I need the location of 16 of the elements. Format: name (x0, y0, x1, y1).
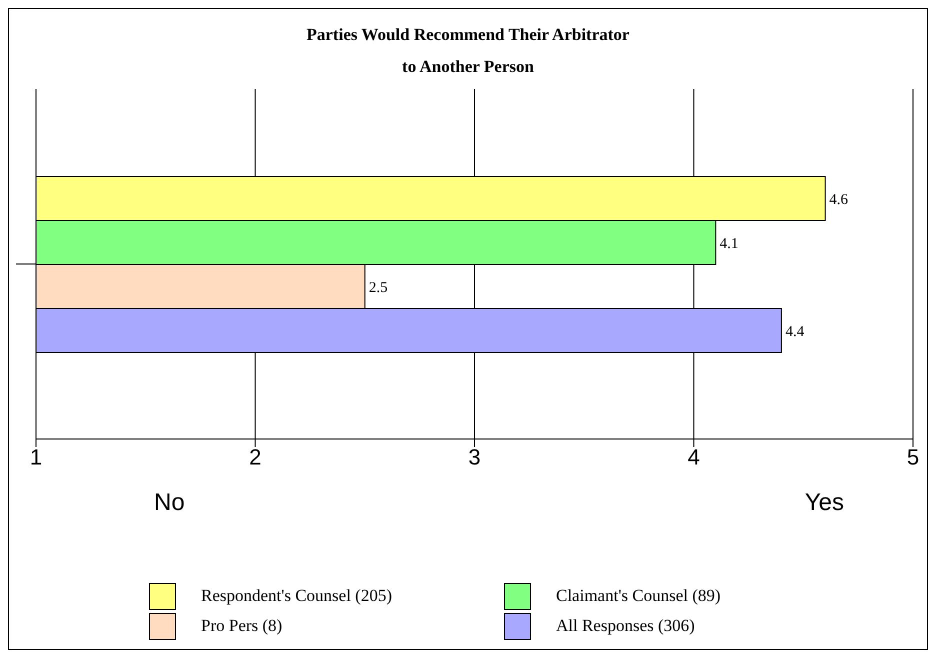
data-label: 4.4 (785, 324, 805, 340)
text: Yes (804, 489, 844, 517)
data-label: 4.6 (829, 192, 849, 208)
legend-label: Claimant's Counsel (89) (556, 586, 721, 606)
data-label: 2.5 (368, 280, 388, 296)
legend-label: Respondent's Counsel (205) (201, 586, 392, 606)
data-label: 4.1 (720, 236, 738, 252)
x-tick-label: 5 (906, 444, 920, 470)
x-tick-label: 3 (468, 444, 481, 470)
text: No (154, 489, 185, 517)
x-tick-label: 1 (30, 444, 42, 470)
x-tick-label: 4 (688, 444, 700, 470)
chart-title: Parties Would Recommend Their Arbitrator to Another Person (306, 24, 630, 78)
x-tick-label: 2 (249, 444, 262, 470)
legend-label: Pro Pers (8) (201, 616, 282, 636)
legend-label: All Responses (306) (556, 616, 695, 636)
